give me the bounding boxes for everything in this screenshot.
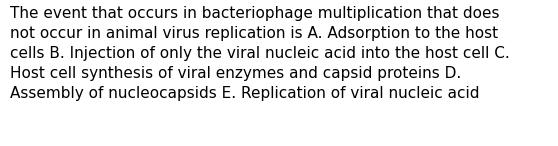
- Text: The event that occurs in bacteriophage multiplication that does
not occur in ani: The event that occurs in bacteriophage m…: [10, 6, 510, 101]
